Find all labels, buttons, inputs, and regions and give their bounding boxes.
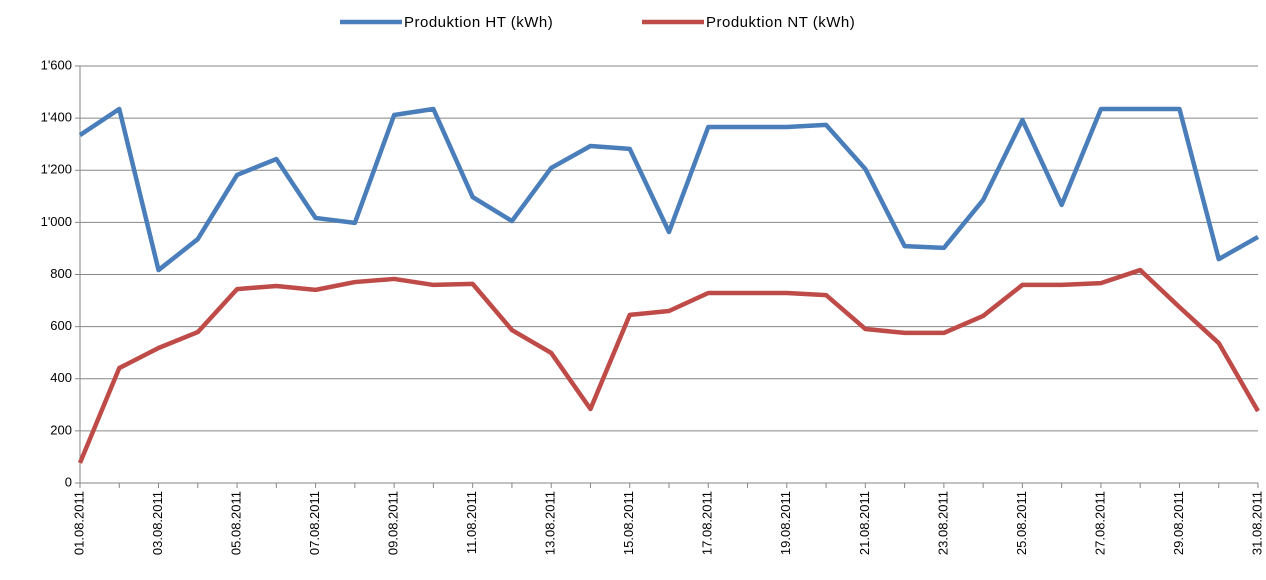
legend-label: Produktion NT (kWh) [706, 14, 855, 31]
x-tick-label: 31.08.2011 [1249, 491, 1264, 555]
y-tick-label: 600 [50, 318, 72, 333]
x-tick-label: 27.08.2011 [1092, 491, 1107, 555]
y-tick-label: 1'200 [41, 162, 72, 177]
series-line [77, 267, 1260, 464]
x-tick-label: 05.08.2011 [229, 491, 244, 555]
x-tick-label: 17.08.2011 [700, 491, 715, 555]
x-tick-label: 19.08.2011 [778, 491, 793, 555]
x-tick-label: 03.08.2011 [150, 491, 165, 555]
x-tick-label: 23.08.2011 [935, 491, 950, 555]
y-tick-label: 200 [50, 422, 72, 437]
y-tick-label: 1'000 [41, 214, 72, 229]
x-tick-label: 01.08.2011 [71, 491, 86, 555]
x-tick-label: 09.08.2011 [386, 491, 401, 555]
y-tick-label: 400 [50, 370, 72, 385]
x-tick-label: 15.08.2011 [621, 491, 636, 555]
y-tick-label: 1'600 [41, 57, 72, 72]
x-tick-label: 21.08.2011 [857, 491, 872, 555]
x-tick-label: 29.08.2011 [1171, 491, 1186, 555]
y-tick-label: 0 [65, 474, 72, 489]
x-tick-label: 11.08.2011 [464, 491, 479, 554]
series-line [78, 106, 1260, 273]
y-tick-label: 1'400 [41, 110, 72, 125]
x-tick-label: 25.08.2011 [1014, 491, 1029, 555]
x-tick-label: 13.08.2011 [543, 491, 558, 555]
legend-label: Produktion HT (kWh) [404, 14, 553, 31]
y-tick-label: 800 [50, 266, 72, 281]
x-tick-label: 07.08.2011 [307, 491, 322, 555]
